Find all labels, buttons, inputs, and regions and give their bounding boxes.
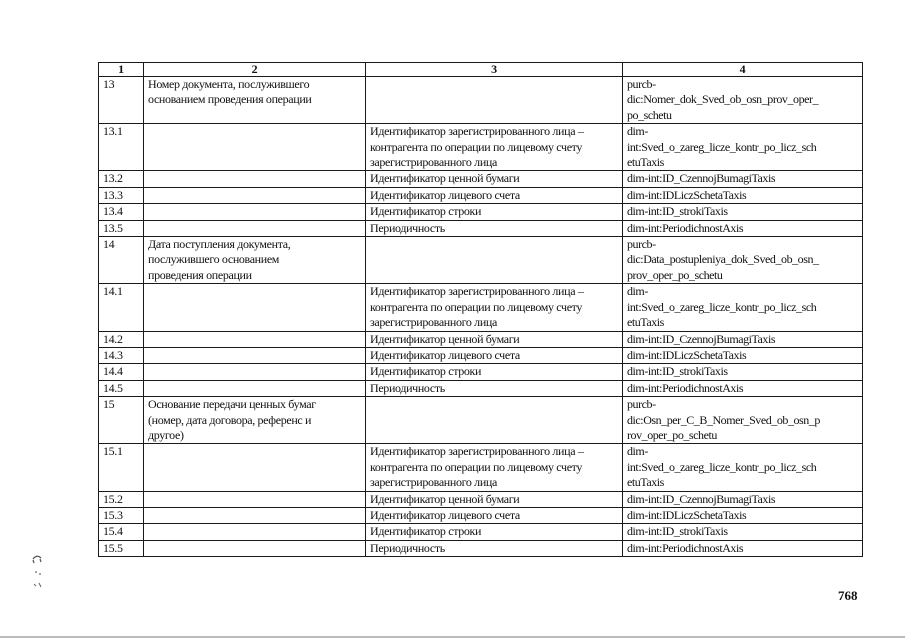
axis-name-cell: Идентификатор ценной бумаги — [365, 170, 623, 188]
element-code-cell: dim-int:ID_strokiTaxis — [622, 203, 863, 221]
table-row: 14 Дата поступления документа, послуживше… — [98, 236, 863, 285]
table-row: 15.2 Идентификатор ценной бумаги dim-int:I… — [98, 490, 863, 508]
indicator-name-cell: Номер документа, послужившего основанием… — [143, 75, 366, 125]
row-number-cell: 14.2 — [98, 330, 144, 348]
row-number-cell: 13.5 — [98, 219, 144, 238]
indicator-name-cell — [143, 363, 366, 381]
table-row: 15.3 Идентификатор лицевого счета dim-int:… — [98, 506, 863, 525]
axis-name-cell — [365, 396, 623, 445]
indicator-name-cell — [143, 170, 366, 188]
axis-name-cell: Идентификатор зарегистрированного лица –… — [365, 283, 623, 332]
row-number-cell: 14.1 — [98, 283, 144, 332]
axis-name-cell: Идентификатор лицевого счета — [365, 186, 623, 205]
element-code-cell: dim-int:IDLiczSchetaTaxis — [622, 506, 863, 525]
indicator-name-cell — [143, 443, 366, 492]
row-number-cell: 15.5 — [98, 539, 144, 558]
axis-name-cell: Идентификатор зарегистрированного лица –… — [365, 123, 623, 172]
row-number-cell: 13.3 — [98, 186, 144, 205]
indicator-name-cell — [143, 330, 366, 348]
indicator-name-cell — [143, 539, 366, 558]
axis-name-cell: Идентификатор зарегистрированного лица –… — [365, 443, 623, 492]
element-code-cell: dim-int:PeriodichnostAxis — [622, 219, 863, 238]
table-row: 14.5 Периодичность dim-int:PeriodichnostAx… — [98, 379, 863, 398]
column-header-3: 3 — [365, 62, 623, 77]
indicator-name-cell — [143, 506, 366, 525]
axis-name-cell — [365, 75, 623, 125]
table-row: 13 Номер документа, послужившего основани… — [98, 75, 863, 125]
axis-name-cell: Идентификатор лицевого счета — [365, 506, 623, 525]
element-code-cell: purcb- dic:Osn_per_C_B_Nomer_Sved_ob_osn… — [622, 396, 863, 445]
indicator-name-cell — [143, 219, 366, 238]
axis-name-cell: Периодичность — [365, 379, 623, 398]
table-row: 15.4 Идентификатор строки dim-int:ID_strok… — [98, 523, 863, 541]
element-code-cell: dim-int:PeriodichnostAxis — [622, 379, 863, 398]
axis-name-cell: Периодичность — [365, 539, 623, 558]
table-row: 14.1 Идентификатор зарегистрированного ли… — [98, 283, 863, 332]
element-code-cell: dim-int:IDLiczSchetaTaxis — [622, 346, 863, 365]
table-row: 13.5 Периодичность dim-int:PeriodichnostAx… — [98, 219, 863, 238]
row-number-cell: 13.2 — [98, 170, 144, 188]
indicator-name-cell: Дата поступления документа, послужившего… — [143, 236, 366, 285]
row-number-cell: 14 — [98, 236, 144, 285]
axis-name-cell: Периодичность — [365, 219, 623, 238]
row-number-cell: 15 — [98, 396, 144, 445]
scan-margin-marks — [32, 555, 42, 588]
row-number-cell: 15.3 — [98, 506, 144, 525]
element-code-cell: dim-int:ID_CzennojBumagiTaxis — [622, 170, 863, 188]
row-number-cell: 15.4 — [98, 523, 144, 541]
axis-name-cell — [365, 236, 623, 285]
table-row: 13.3 Идентификатор лицевого счета dim-int:… — [98, 186, 863, 205]
page-number: 768 — [838, 588, 858, 603]
axis-name-cell: Идентификатор строки — [365, 203, 623, 221]
element-code-cell: dim- int:Sved_o_zareg_licze_kontr_po_lic… — [622, 443, 863, 492]
table-row: 14.2 Идентификатор ценной бумаги dim-int:I… — [98, 330, 863, 348]
axis-name-cell: Идентификатор строки — [365, 363, 623, 381]
element-code-cell: dim-int:PeriodichnostAxis — [622, 539, 863, 558]
element-code-cell: dim-int:IDLiczSchetaTaxis — [622, 186, 863, 205]
indicator-name-cell — [143, 203, 366, 221]
row-number-cell: 14.4 — [98, 363, 144, 381]
element-code-cell: dim- int:Sved_o_zareg_licze_kontr_po_lic… — [622, 123, 863, 172]
table-row: 15 Основание передачи ценных бумаг (номер… — [98, 396, 863, 445]
axis-name-cell: Идентификатор ценной бумаги — [365, 330, 623, 348]
column-header-4: 4 — [622, 62, 863, 77]
row-number-cell: 13 — [98, 75, 144, 125]
element-code-cell: dim-int:ID_strokiTaxis — [622, 523, 863, 541]
table-row: 13.1 Идентификатор зарегистрированного ли… — [98, 123, 863, 172]
element-code-cell: purcb- dic:Data_postupleniya_dok_Sved_ob… — [622, 236, 863, 285]
element-code-cell: dim-int:ID_CzennojBumagiTaxis — [622, 330, 863, 348]
row-number-cell: 15.1 — [98, 443, 144, 492]
indicator-name-cell — [143, 186, 366, 205]
axis-name-cell: Идентификатор строки — [365, 523, 623, 541]
table-row: 13.2 Идентификатор ценной бумаги dim-int:I… — [98, 170, 863, 188]
table-row: 14.4 Идентификатор строки dim-int:ID_strok… — [98, 363, 863, 381]
row-number-cell: 14.3 — [98, 346, 144, 365]
indicator-name-cell — [143, 379, 366, 398]
indicator-name-cell — [143, 490, 366, 508]
column-header-2: 2 — [143, 62, 366, 77]
scan-bottom-edge — [0, 636, 905, 638]
row-number-cell: 14.5 — [98, 379, 144, 398]
element-code-cell: dim-int:ID_CzennojBumagiTaxis — [622, 490, 863, 508]
indicator-name-cell: Основание передачи ценных бумаг (номер, … — [143, 396, 366, 445]
indicator-name-cell — [143, 346, 366, 365]
row-number-cell: 15.2 — [98, 490, 144, 508]
table-row: 14.3 Идентификатор лицевого счета dim-int:… — [98, 346, 863, 365]
indicator-name-cell — [143, 523, 366, 541]
row-number-cell: 13.4 — [98, 203, 144, 221]
column-header-1: 1 — [98, 62, 144, 77]
axis-name-cell: Идентификатор лицевого счета — [365, 346, 623, 365]
element-code-cell: dim-int:ID_strokiTaxis — [622, 363, 863, 381]
indicator-name-cell — [143, 123, 366, 172]
table-row: 15.1 Идентификатор зарегистрированного ли… — [98, 443, 863, 492]
element-code-cell: purcb- dic:Nomer_dok_Sved_ob_osn_prov_op… — [622, 75, 863, 125]
document-table: 1 2 3 4 13 Номер документа, послужившего осно… — [98, 62, 863, 558]
indicator-name-cell — [143, 283, 366, 332]
axis-name-cell: Идентификатор ценной бумаги — [365, 490, 623, 508]
row-number-cell: 13.1 — [98, 123, 144, 172]
table-row: 13.4 Идентификатор строки dim-int:ID_strok… — [98, 203, 863, 221]
table-row: 15.5 Периодичность dim-int:PeriodichnostAx… — [98, 539, 863, 558]
element-code-cell: dim- int:Sved_o_zareg_licze_kontr_po_lic… — [622, 283, 863, 332]
